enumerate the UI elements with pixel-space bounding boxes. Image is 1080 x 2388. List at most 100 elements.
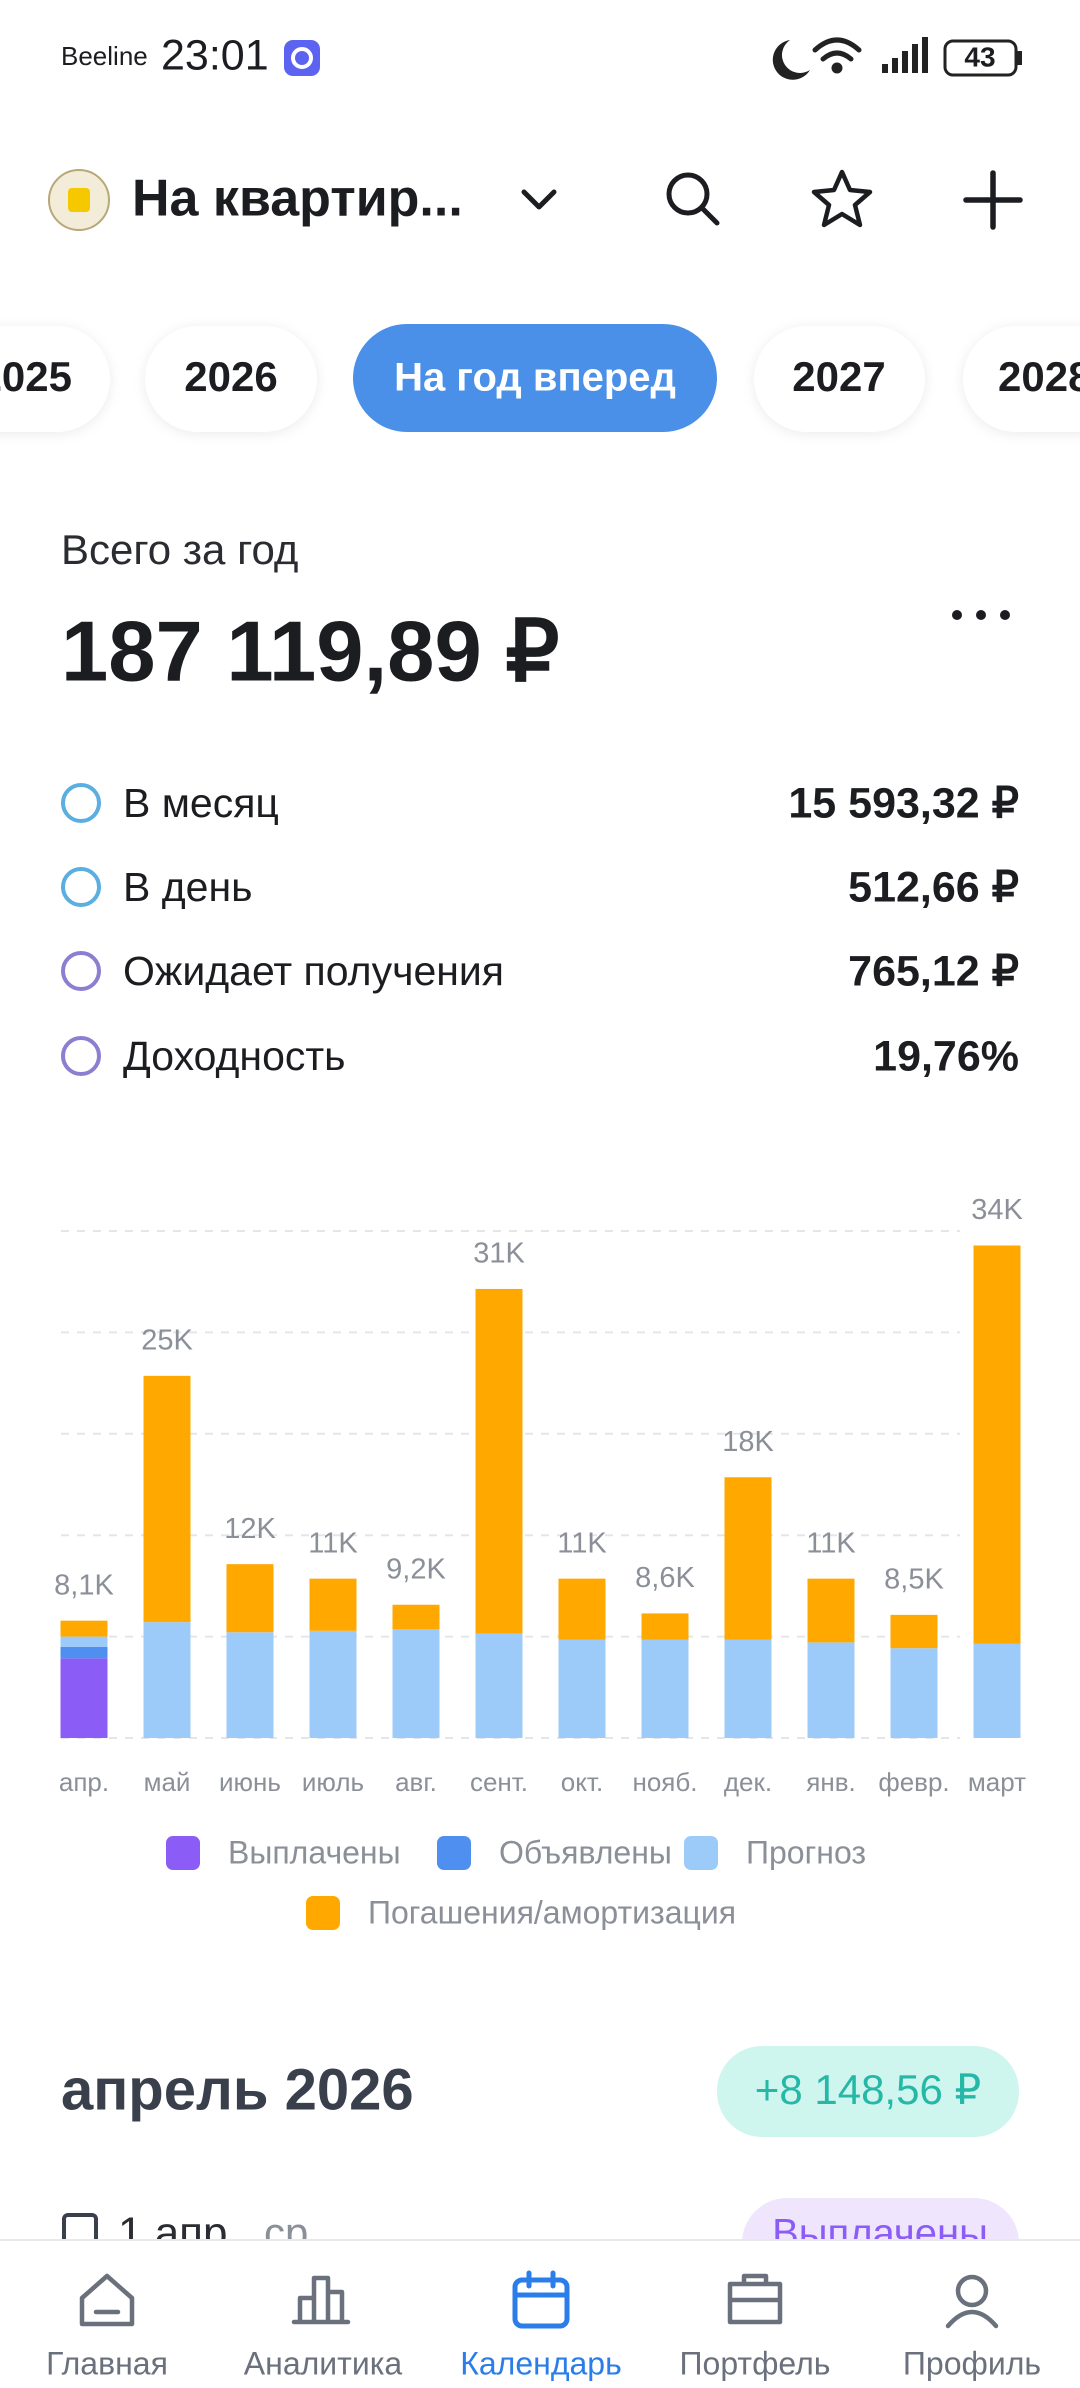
search-icon[interactable]: [666, 172, 720, 226]
bar-segment: [226, 1564, 274, 1633]
nav-bar: [0, 2240, 1080, 2388]
bar-segment: [60, 1636, 108, 1647]
nav-label[interactable]: Портфель: [680, 2345, 831, 2381]
nav-label-active[interactable]: Календарь: [460, 2345, 622, 2381]
legend-swatch: [684, 1836, 718, 1870]
bar-segment: [558, 1639, 606, 1738]
bar-total-label: 11K: [557, 1527, 607, 1559]
add-icon[interactable]: [963, 170, 1023, 230]
app-icon-glyph: [291, 47, 313, 69]
bar-total-label: 8,1K: [54, 1569, 114, 1601]
tab-label[interactable]: 2026: [184, 353, 277, 400]
tab[interactable]: [0, 326, 110, 432]
x-tick-label: янв.: [806, 1767, 855, 1797]
portfolio-title[interactable]: На квартир...: [132, 170, 463, 228]
tab[interactable]: [754, 326, 925, 432]
bar-segment: [973, 1245, 1021, 1644]
status-pill: [742, 2198, 1019, 2240]
legend-swatch: [437, 1836, 471, 1870]
bar-segment: [641, 1639, 689, 1738]
x-tick-label: июль: [302, 1767, 364, 1797]
legend-label: Погашения/амортизация: [368, 1894, 736, 1930]
month-title: апрель 2026: [61, 2057, 414, 2122]
tab-label[interactable]: 2025: [0, 353, 72, 400]
bar-segment: [392, 1629, 440, 1738]
wifi-icon: [812, 37, 862, 74]
nav-label[interactable]: Аналитика: [244, 2345, 403, 2381]
app-icon: [284, 40, 320, 76]
x-tick-label: сент.: [470, 1767, 528, 1797]
x-tick-label: нояб.: [632, 1767, 697, 1797]
bar-segment: [309, 1630, 357, 1738]
row-label: Ожидает получения: [123, 948, 504, 994]
tab[interactable]: [963, 326, 1080, 432]
day-status: Выплачены: [772, 2212, 988, 2256]
row-marker: [61, 951, 101, 991]
tab-active[interactable]: [353, 324, 717, 432]
bar-segment: [60, 1620, 108, 1637]
bar-total-label: 31K: [473, 1238, 525, 1270]
dropdown-icon[interactable]: [521, 189, 557, 210]
nav-label[interactable]: Профиль: [903, 2345, 1041, 2381]
month-sum: +8 148,56 ₽: [755, 2066, 981, 2113]
tab-label[interactable]: 2028: [998, 353, 1080, 400]
bar-total-label: 34K: [971, 1194, 1023, 1226]
bar-segment: [807, 1642, 855, 1738]
day-row[interactable]: 1 апр. ср Выплачены: [62, 2198, 1019, 2288]
bar-segment: [309, 1578, 357, 1631]
bar-total-label: 11K: [806, 1527, 856, 1559]
bar-total-label: 11K: [308, 1527, 358, 1559]
bar-total-label: 8,6K: [635, 1562, 695, 1594]
bar-segment: [724, 1639, 772, 1738]
row-marker: [61, 783, 101, 823]
nav-label[interactable]: Главная: [46, 2345, 168, 2381]
row-marker: [61, 867, 101, 907]
row-label: В месяц: [123, 780, 279, 826]
bar-segment: [143, 1622, 191, 1738]
legend-swatch: [166, 1836, 200, 1870]
legend-label: Прогноз: [746, 1834, 866, 1870]
row-marker: [61, 1036, 101, 1076]
moon-icon: [772, 40, 810, 80]
favorite-icon[interactable]: [811, 169, 873, 228]
row-value: 765,12 ₽: [848, 947, 1019, 995]
row-label: Доходность: [123, 1033, 346, 1079]
bar-segment: [890, 1614, 938, 1649]
bar-total-label: 9,2K: [386, 1553, 446, 1585]
nav-icon-calendar[interactable]: [512, 2270, 570, 2329]
day-weekday: ср: [264, 2209, 308, 2256]
nav-icon-profile[interactable]: [945, 2274, 999, 2329]
tab-label[interactable]: 2027: [792, 353, 885, 400]
summary-total: 187 119,89 ₽: [61, 604, 559, 699]
nav-icon-portfolio[interactable]: [727, 2273, 783, 2325]
bar-segment: [475, 1633, 523, 1738]
battery: [943, 39, 1018, 77]
more-icon[interactable]: [952, 610, 1010, 620]
bar-segment: [973, 1643, 1021, 1738]
bar-total-label: 18K: [722, 1426, 774, 1458]
chart: 8,1K апр. 25K май 12K июнь 11K июль 9,2K авг. 31K с…: [54, 1194, 1026, 1930]
x-tick-label: апр.: [59, 1767, 109, 1797]
tab[interactable]: [145, 326, 317, 432]
bar-segment: [475, 1288, 523, 1634]
row-value: 512,66 ₽: [848, 863, 1019, 911]
x-tick-label: март: [968, 1767, 1026, 1797]
battery-cap: [1017, 51, 1022, 65]
x-tick-label: июнь: [219, 1767, 281, 1797]
legend-label: Объявлены: [499, 1834, 672, 1870]
bar-segment: [558, 1578, 606, 1640]
calendar-icon: [62, 2213, 98, 2240]
x-tick-label: февр.: [878, 1767, 949, 1797]
nav-icon-home[interactable]: [79, 2273, 135, 2327]
bar-segment: [226, 1632, 274, 1738]
portfolio-logo-shield: [68, 188, 90, 212]
bar-total-label: 12K: [224, 1513, 276, 1545]
x-tick-label: авг.: [395, 1767, 437, 1797]
bar-segment: [392, 1604, 440, 1630]
row-value: 19,76%: [873, 1032, 1019, 1080]
legend-label: Выплачены: [228, 1834, 401, 1870]
bar-segment: [807, 1578, 855, 1643]
tab-label[interactable]: На год вперед: [394, 356, 676, 400]
x-tick-label: окт.: [561, 1767, 603, 1797]
nav-icon-analytics[interactable]: [291, 2275, 351, 2325]
